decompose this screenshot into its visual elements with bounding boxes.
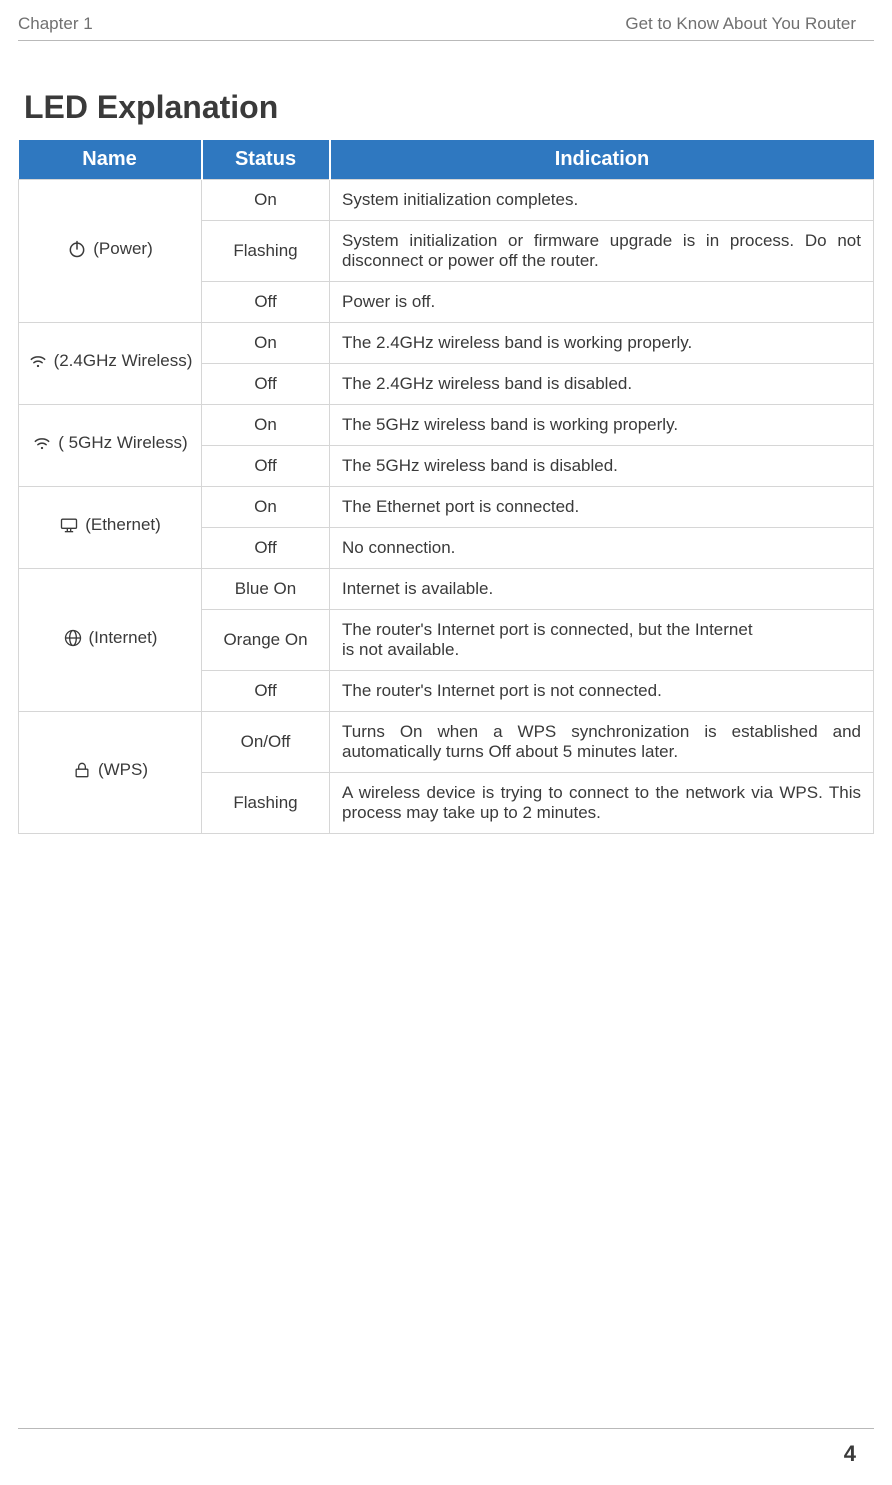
name-cell: (Internet) (19, 569, 202, 712)
name-cell: (WPS) (19, 712, 202, 834)
page-title: LED Explanation (0, 41, 892, 140)
name-label: ( 5GHz Wireless) (58, 433, 187, 453)
col-indication: Indication (330, 140, 874, 180)
wifi-icon (32, 433, 52, 453)
name-label: (Internet) (89, 628, 158, 648)
status-cell: Off (202, 282, 330, 323)
indication-cell: Turns On when a WPS synchronization is e… (330, 712, 874, 773)
status-cell: Flashing (202, 221, 330, 282)
page-header: Chapter 1 Get to Know About You Router (0, 0, 892, 40)
table-row: (Power)OnSystem initialization completes… (19, 180, 874, 221)
col-name: Name (19, 140, 202, 180)
name-cell: (Power) (19, 180, 202, 323)
name-cell: (2.4GHz Wireless) (19, 323, 202, 405)
chapter-label: Chapter 1 (18, 14, 93, 34)
name-inner: (Internet) (63, 628, 158, 648)
table-row: (WPS)On/OffTurns On when a WPS synchroni… (19, 712, 874, 773)
section-label: Get to Know About You Router (625, 14, 856, 34)
page: Chapter 1 Get to Know About You Router L… (0, 0, 892, 1485)
indication-cell: A wireless device is trying to connect t… (330, 773, 874, 834)
status-cell: Off (202, 446, 330, 487)
ethernet-icon (59, 515, 79, 535)
table-header-row: Name Status Indication (19, 140, 874, 180)
indication-cell: The router's Internet port is connected,… (330, 610, 874, 671)
page-number: 4 (844, 1441, 856, 1467)
name-inner: (WPS) (72, 760, 148, 780)
status-cell: On (202, 180, 330, 221)
table-row: (Ethernet)OnThe Ethernet port is connect… (19, 487, 874, 528)
led-table: Name Status Indication (Power)OnSystem i… (18, 140, 874, 834)
status-cell: On (202, 405, 330, 446)
name-cell: (Ethernet) (19, 487, 202, 569)
indication-cell: The 2.4GHz wireless band is disabled. (330, 364, 874, 405)
footer-divider (18, 1428, 874, 1429)
globe-icon (63, 628, 83, 648)
lock-icon (72, 760, 92, 780)
indication-cell: The 2.4GHz wireless band is working prop… (330, 323, 874, 364)
indication-cell: System initialization or firmware upgrad… (330, 221, 874, 282)
name-label: (Ethernet) (85, 515, 161, 535)
status-cell: Off (202, 364, 330, 405)
status-cell: Orange On (202, 610, 330, 671)
status-cell: Blue On (202, 569, 330, 610)
indication-cell: Power is off. (330, 282, 874, 323)
indication-cell: System initialization completes. (330, 180, 874, 221)
indication-cell: No connection. (330, 528, 874, 569)
status-cell: Flashing (202, 773, 330, 834)
name-inner: ( 5GHz Wireless) (32, 433, 187, 453)
status-cell: On/Off (202, 712, 330, 773)
status-cell: On (202, 487, 330, 528)
col-status: Status (202, 140, 330, 180)
led-table-wrap: Name Status Indication (Power)OnSystem i… (18, 140, 874, 834)
name-inner: (Power) (67, 239, 153, 259)
status-cell: Off (202, 671, 330, 712)
indication-cell: Internet is available. (330, 569, 874, 610)
name-cell: ( 5GHz Wireless) (19, 405, 202, 487)
status-cell: Off (202, 528, 330, 569)
indication-cell: The router's Internet port is not connec… (330, 671, 874, 712)
name-label: (WPS) (98, 760, 148, 780)
name-inner: (Ethernet) (59, 515, 161, 535)
table-row: (Internet)Blue OnInternet is available. (19, 569, 874, 610)
led-table-body: (Power)OnSystem initialization completes… (19, 180, 874, 834)
table-row: ( 5GHz Wireless)OnThe 5GHz wireless band… (19, 405, 874, 446)
indication-cell: The 5GHz wireless band is disabled. (330, 446, 874, 487)
power-icon (67, 239, 87, 259)
name-label: (Power) (93, 239, 153, 259)
status-cell: On (202, 323, 330, 364)
wifi-icon (28, 351, 48, 371)
indication-cell: The Ethernet port is connected. (330, 487, 874, 528)
name-inner: (2.4GHz Wireless) (28, 351, 193, 371)
name-label: (2.4GHz Wireless) (54, 351, 193, 371)
table-row: (2.4GHz Wireless)OnThe 2.4GHz wireless b… (19, 323, 874, 364)
indication-cell: The 5GHz wireless band is working proper… (330, 405, 874, 446)
